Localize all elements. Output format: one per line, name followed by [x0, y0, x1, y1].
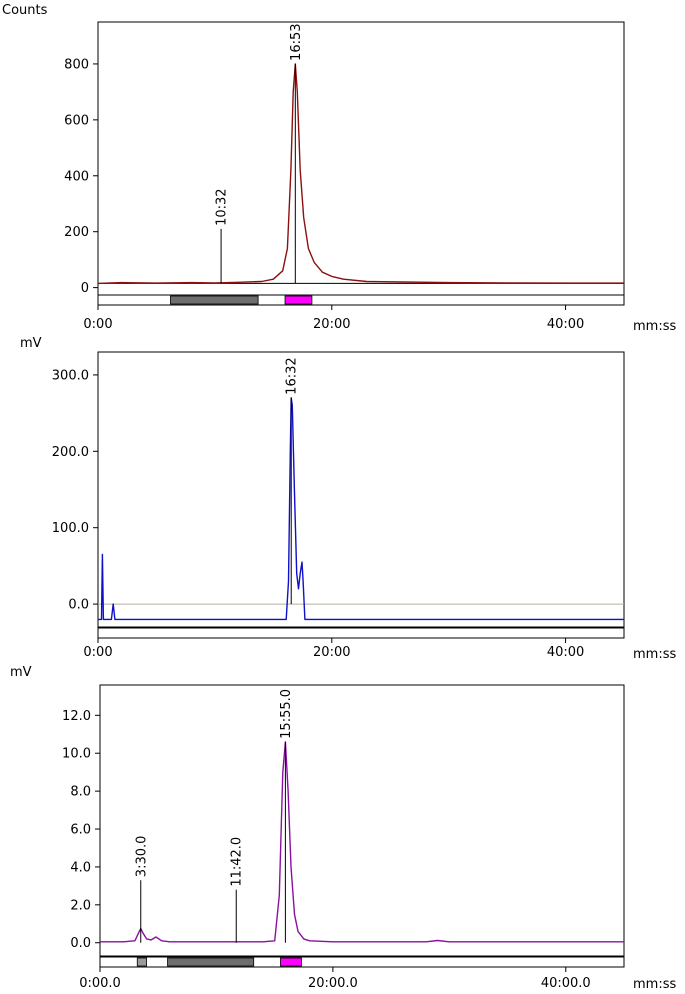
fraction-bar: [97, 627, 625, 639]
trace-line: [98, 397, 624, 621]
peak-label: 16:32: [285, 357, 300, 394]
peak-label: 15:55.0: [279, 689, 294, 739]
y-tick-label: 400: [64, 169, 89, 184]
fraction-band: [136, 957, 147, 967]
x-tick-label: 20:00.0: [308, 976, 358, 991]
y-axis-label: mV: [20, 336, 42, 351]
fraction-band: [167, 957, 255, 967]
fraction-bar-frame: [97, 294, 625, 306]
y-tick-label: 2.0: [70, 898, 91, 913]
x-tick-label: 40:00: [547, 645, 584, 660]
x-tick-label: 0:00.0: [79, 976, 121, 991]
y-tick-label: 10.0: [62, 747, 91, 762]
x-unit-label: mm:ss: [633, 977, 676, 992]
fraction-band: [280, 957, 302, 967]
panel-counts: Counts mm:ss 0 200 400 600 800 0:00 20:00 40:00…: [2, 3, 676, 334]
y-tick-label: 300.0: [52, 368, 89, 383]
peak-label: 11:42.0: [230, 837, 245, 887]
peak-label: 3:30.0: [134, 836, 149, 878]
y-tick-label: 12.0: [62, 709, 91, 724]
fraction-band: [284, 295, 313, 305]
plot-frame: [99, 684, 625, 957]
fraction-bar-frame: [99, 956, 625, 968]
peak-label: 10:32: [215, 188, 230, 225]
fraction-band: [170, 295, 259, 305]
x-tick-label: 0:00: [83, 645, 112, 660]
x-unit-label: mm:ss: [633, 319, 676, 334]
y-tick-label: 200: [64, 225, 89, 240]
panel-mv-radio: mV mm:ss 0.0 2.0 4.0 6.0 8.0 10.0 12.0 0:00.0 20…: [10, 665, 676, 992]
fraction-bar: [97, 294, 625, 306]
y-axis-label: Counts: [2, 3, 48, 18]
plot-frame: [97, 351, 625, 628]
y-tick-label: 6.0: [70, 823, 91, 838]
x-unit-label: mm:ss: [633, 647, 676, 662]
peak-label: 16:53: [289, 23, 304, 60]
y-axis-label: mV: [10, 665, 32, 680]
plot-frame: [97, 21, 625, 297]
y-tick-label: 0: [81, 281, 89, 296]
y-tick-label: 0.0: [68, 598, 89, 613]
y-tick-label: 200.0: [52, 445, 89, 460]
trace-line: [97, 63, 624, 285]
y-tick-label: 0.0: [70, 936, 91, 951]
y-tick-label: 4.0: [70, 860, 91, 875]
y-tick-label: 100.0: [52, 521, 89, 536]
y-tick-label: 600: [64, 113, 89, 128]
x-tick-label: 0:00: [83, 317, 112, 332]
panel-mv-uv: mV mm:ss 0.0 100.0 200.0 300.0 0:00 20:00 40:0…: [20, 336, 676, 662]
y-tick-label: 8.0: [70, 785, 91, 800]
trace-line: [100, 741, 624, 943]
x-tick-label: 20:00: [313, 645, 350, 660]
y-tick-label: 800: [64, 57, 89, 72]
fraction-bar-frame: [97, 627, 625, 639]
x-tick-label: 40:00.0: [541, 976, 591, 991]
x-tick-label: 20:00: [313, 317, 350, 332]
fraction-bar: [99, 956, 625, 968]
x-tick-label: 40:00: [547, 317, 584, 332]
